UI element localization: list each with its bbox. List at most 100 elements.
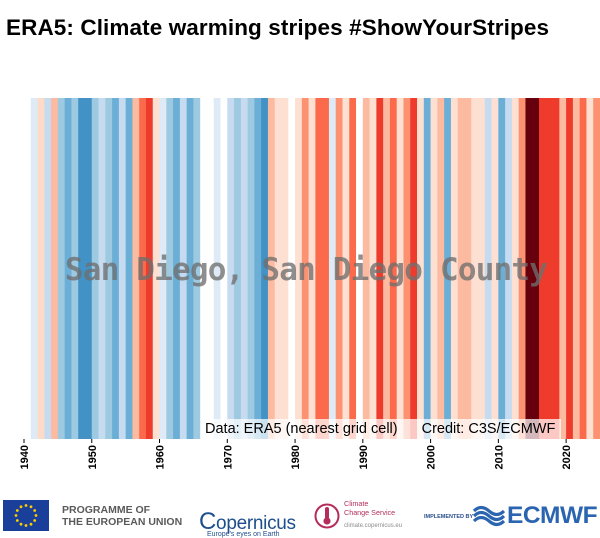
stripe-1986 [335, 98, 343, 439]
c3s-logo: Climate Change Service climate.copernicu… [314, 499, 424, 533]
stripe-1977 [274, 98, 282, 439]
data-source-text: Data: ERA5 (nearest grid cell) [205, 421, 398, 437]
stripe-1999 [423, 98, 431, 439]
stripe-1948 [78, 98, 86, 439]
stripe-1968 [213, 98, 221, 439]
stripe-1957 [139, 98, 147, 439]
x-tick-label-2000: 2000 [426, 445, 438, 469]
stripe-1955 [125, 98, 133, 439]
stripe-1962 [173, 98, 181, 439]
stripe-2009 [491, 98, 499, 439]
stripe-1973 [247, 98, 255, 439]
stripe-1978 [281, 98, 289, 439]
stripe-1966 [200, 98, 208, 439]
eu-flag-icon [3, 500, 49, 531]
stripe-1965 [193, 98, 201, 439]
stripe-1950 [91, 98, 99, 439]
copernicus-name: opernicus [216, 513, 296, 534]
stripe-2008 [484, 98, 492, 439]
ecmwf-logo-icon [472, 505, 506, 527]
eu-programme-line2: THE EUROPEAN UNION [62, 516, 183, 528]
stripe-1997 [410, 98, 418, 439]
ecmwf-wordmark: ECMWF [507, 502, 598, 529]
copernicus-logo: Copernicus Europe's eyes on Earth [199, 502, 296, 538]
stripe-1970 [227, 98, 235, 439]
stripe-2014 [525, 98, 533, 439]
stripe-1984 [322, 98, 330, 439]
stripe-2015 [532, 98, 540, 439]
stripe-1974 [254, 98, 262, 439]
stripe-1983 [315, 98, 323, 439]
stripe-2019 [559, 98, 567, 439]
stripe-1945 [57, 98, 66, 439]
x-tick-label-2020: 2020 [561, 445, 573, 469]
stripe-2017 [545, 98, 553, 439]
x-tick-label-1950: 1950 [87, 445, 99, 469]
stripe-2005 [464, 98, 472, 439]
stripe-1975 [261, 98, 269, 439]
eu-programme-line1: PROGRAMME OF [62, 504, 151, 516]
stripe-1993 [383, 98, 391, 439]
stripe-2018 [552, 98, 560, 439]
stripe-1964 [186, 98, 194, 439]
stripe-1979 [288, 98, 296, 439]
c3s-line1: Climate [344, 499, 369, 508]
stripe-1969 [220, 98, 228, 439]
stripe-1992 [376, 98, 384, 439]
stripe-2016 [539, 98, 547, 439]
stripe-1988 [349, 98, 357, 439]
stripe-1949 [84, 98, 93, 439]
stripe-2020 [566, 98, 574, 439]
stripe-1944 [51, 98, 59, 439]
stripe-1943 [44, 98, 52, 439]
stripe-1967 [206, 98, 215, 439]
copernicus-tagline: Europe's eyes on Earth [207, 531, 280, 538]
eu-programme-text: PROGRAMME OF THE EUROPEAN UNION [62, 504, 182, 528]
stripe-2006 [471, 98, 479, 439]
stripe-1990 [362, 98, 370, 439]
stripe-1946 [64, 98, 72, 439]
stripe-1947 [71, 98, 79, 439]
stripe-1991 [369, 98, 377, 439]
stripe-1996 [403, 98, 411, 439]
logo-footer: PROGRAMME OF THE EUROPEAN UNION Copernic… [0, 490, 600, 538]
stripe-1987 [342, 98, 350, 439]
year-axis: 1940 1950 1960 1970 1980 1990 2000 2010 2020 [19, 439, 573, 469]
stripes-group [24, 98, 600, 439]
stripe-1954 [118, 98, 126, 439]
stripe-1960 [159, 98, 167, 439]
x-tick-label-1980: 1980 [290, 445, 302, 469]
source-annotation: Data: ERA5 (nearest grid cell) Credit: C… [202, 419, 562, 439]
stripe-1963 [179, 98, 187, 439]
c3s-thermometer-icon [314, 503, 340, 529]
stripe-1953 [112, 98, 120, 439]
location-label: San Diego, San Diego County [64, 252, 548, 288]
stripe-1994 [389, 98, 398, 439]
stripe-1995 [396, 98, 404, 439]
stripe-2007 [478, 98, 486, 439]
x-tick-label-1960: 1960 [155, 445, 167, 469]
c3s-name: Climate Change Service [344, 499, 396, 517]
ecmwf-logo: ECMWF [472, 502, 600, 530]
stripe-2023 [586, 98, 594, 439]
x-tick-label-1990: 1990 [358, 445, 370, 469]
stripe-1942 [37, 98, 45, 439]
stripe-1985 [328, 98, 337, 439]
stripe-2012 [511, 98, 520, 439]
stripe-1956 [132, 98, 140, 439]
stripe-2003 [450, 98, 459, 439]
page-title: ERA5: Climate warming stripes #ShowYourS… [6, 15, 550, 40]
c3s-line2: Change Service [344, 507, 396, 517]
x-tick-label-1940: 1940 [19, 445, 31, 469]
credit-text: Credit: C3S/ECMWF [421, 421, 556, 437]
x-tick-label-1970: 1970 [222, 445, 234, 469]
x-tick-label-2010: 2010 [493, 445, 505, 469]
stripe-1976 [267, 98, 276, 439]
stripe-1941 [30, 98, 38, 439]
stripe-2011 [505, 98, 513, 439]
stripe-2024 [593, 98, 600, 439]
copernicus-logo-icon: C [199, 508, 217, 535]
stripe-2001 [437, 98, 445, 439]
stripe-1980 [295, 98, 303, 439]
